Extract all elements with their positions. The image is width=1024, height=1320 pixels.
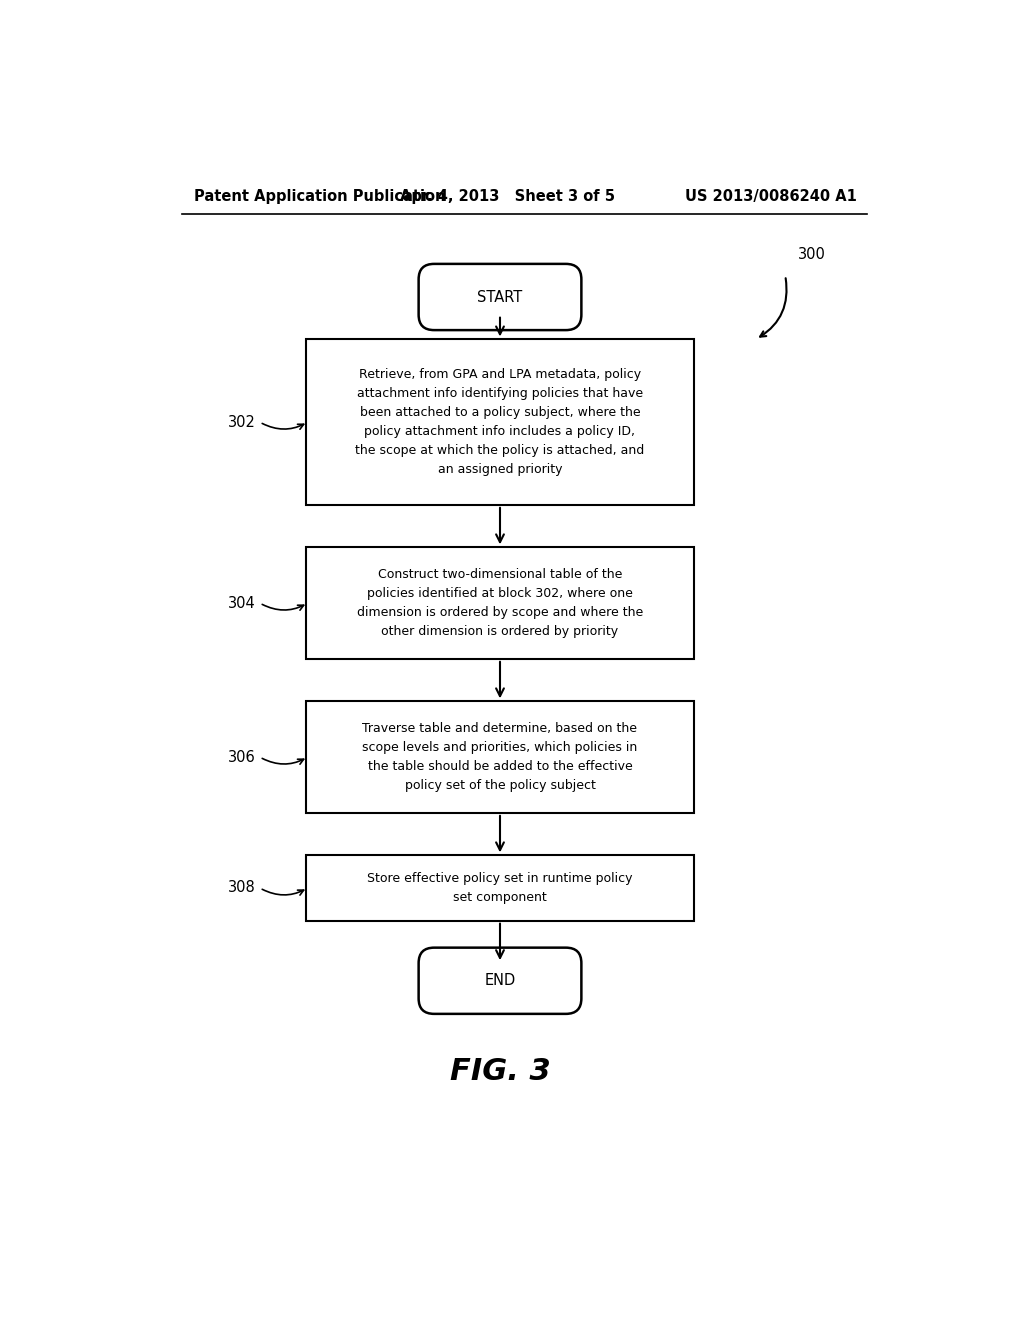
FancyBboxPatch shape xyxy=(306,701,693,813)
Text: 302: 302 xyxy=(228,414,256,429)
Text: Traverse table and determine, based on the
scope levels and priorities, which po: Traverse table and determine, based on t… xyxy=(362,722,638,792)
Text: Patent Application Publication: Patent Application Publication xyxy=(194,189,445,205)
FancyBboxPatch shape xyxy=(419,948,582,1014)
Text: 306: 306 xyxy=(228,750,256,764)
Text: Construct two-dimensional table of the
policies identified at block 302, where o: Construct two-dimensional table of the p… xyxy=(357,568,643,638)
FancyBboxPatch shape xyxy=(306,855,693,921)
Text: Retrieve, from GPA and LPA metadata, policy
attachment info identifying policies: Retrieve, from GPA and LPA metadata, pol… xyxy=(355,368,645,477)
Text: Apr. 4, 2013   Sheet 3 of 5: Apr. 4, 2013 Sheet 3 of 5 xyxy=(400,189,615,205)
Text: Store effective policy set in runtime policy
set component: Store effective policy set in runtime po… xyxy=(368,873,633,904)
Text: 304: 304 xyxy=(228,595,256,611)
Text: FIG. 3: FIG. 3 xyxy=(450,1057,550,1086)
Text: START: START xyxy=(477,289,522,305)
Text: 300: 300 xyxy=(799,247,826,263)
Text: 308: 308 xyxy=(228,880,256,895)
FancyBboxPatch shape xyxy=(419,264,582,330)
FancyBboxPatch shape xyxy=(306,548,693,659)
FancyBboxPatch shape xyxy=(306,339,693,506)
Text: END: END xyxy=(484,973,516,989)
Text: US 2013/0086240 A1: US 2013/0086240 A1 xyxy=(685,189,856,205)
